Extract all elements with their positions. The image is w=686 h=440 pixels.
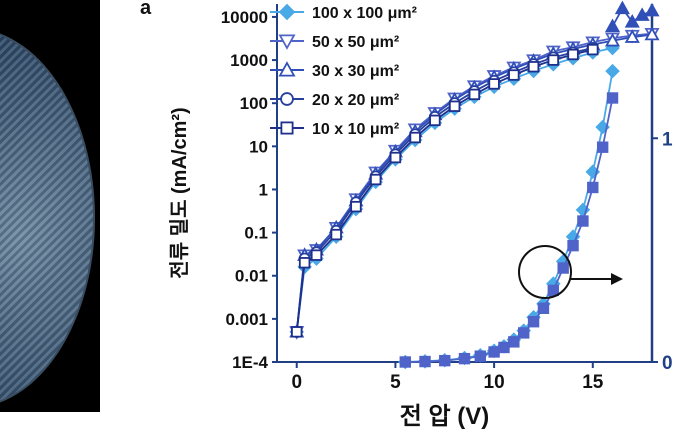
data-point <box>508 69 520 81</box>
legend-label: 100 x 100 μm² <box>312 5 417 22</box>
data-point <box>508 336 520 348</box>
y-tick-label-left: 0.01 <box>235 267 268 286</box>
data-point <box>369 173 382 186</box>
data-point <box>596 141 609 153</box>
y-tick-label-left: 10 <box>249 137 268 156</box>
bottom-strip <box>0 412 686 440</box>
data-point <box>527 61 540 73</box>
data-point <box>488 346 500 358</box>
x-tick-label: 0 <box>291 372 302 393</box>
data-point <box>429 114 441 127</box>
data-point <box>557 262 569 274</box>
data-point <box>527 316 540 328</box>
data-point <box>604 32 621 47</box>
legend-marker <box>278 3 296 21</box>
y-tick-label-right: 1 <box>662 129 673 150</box>
y-tick-label-left: 0.1 <box>244 224 268 243</box>
data-point <box>439 354 451 367</box>
legend-marker <box>280 92 294 106</box>
data-point <box>474 350 486 362</box>
data-point <box>644 26 660 41</box>
data-point <box>644 2 660 17</box>
data-point <box>448 100 461 112</box>
y-tick-label-left: 100 <box>240 94 268 113</box>
data-point <box>291 326 303 338</box>
data-point <box>419 355 431 368</box>
data-point <box>458 352 471 365</box>
highlight-circle <box>518 245 572 299</box>
legend-label: 50 x 50 μm² <box>312 34 399 51</box>
legend-label: 20 x 20 μm² <box>312 92 399 109</box>
y-tick-label-left: 1000 <box>230 51 268 70</box>
data-point <box>310 249 323 261</box>
y-tick-label-left: 1E-4 <box>232 353 268 372</box>
series-line <box>405 97 614 363</box>
data-point <box>606 92 619 104</box>
series-0 <box>289 40 620 340</box>
data-point <box>518 327 530 339</box>
data-point <box>577 215 589 227</box>
data-point <box>547 54 560 66</box>
data-point <box>587 43 599 56</box>
data-point <box>587 181 599 194</box>
data-point <box>330 228 342 241</box>
data-point <box>634 7 650 21</box>
data-point <box>604 18 621 33</box>
y-tick-label-left: 10000 <box>221 8 268 27</box>
data-point <box>498 341 510 354</box>
annotation-arrow-head <box>611 273 623 285</box>
legend-marker <box>280 121 294 135</box>
series-7 <box>604 0 660 33</box>
data-point <box>399 356 411 368</box>
wafer-photo-panel <box>0 0 100 412</box>
legend-marker <box>278 34 296 50</box>
y-tick-label-left: 1 <box>259 180 268 199</box>
x-axis-title: 전 압 (V) <box>400 403 490 430</box>
x-tick-label: 15 <box>582 372 604 393</box>
chart-annotations <box>518 245 623 299</box>
data-point <box>488 78 500 90</box>
data-point <box>567 239 579 252</box>
data-point <box>567 48 579 61</box>
chart-series <box>289 0 660 370</box>
chart-legend: 100 x 100 μm² 50 x 50 μm² 30 x 30 μm² 20 x … <box>270 3 417 138</box>
data-point <box>605 63 620 79</box>
data-point <box>468 88 481 101</box>
y-tick-label-right: 0 <box>662 353 673 374</box>
data-point <box>547 284 560 297</box>
series-6 <box>399 92 619 368</box>
legend-label: 10 x 10 μm² <box>312 121 399 138</box>
data-point <box>614 0 630 15</box>
x-tick-label: 10 <box>484 372 505 393</box>
legend-marker <box>278 61 296 77</box>
data-point <box>624 29 640 43</box>
legend-label: 30 x 30 μm² <box>312 63 399 80</box>
panel-letter: a <box>140 0 152 19</box>
y-tick-label-left: 0.001 <box>225 310 268 329</box>
data-point <box>537 302 550 315</box>
data-point <box>389 151 402 164</box>
data-point <box>350 200 362 213</box>
series-4 <box>291 43 599 338</box>
x-tick-label: 5 <box>390 372 401 393</box>
data-point <box>298 257 311 269</box>
y-axis-title-left: 전류 밀도 (mA/cm²) <box>168 107 191 278</box>
data-point <box>624 14 640 28</box>
data-point <box>409 131 421 144</box>
